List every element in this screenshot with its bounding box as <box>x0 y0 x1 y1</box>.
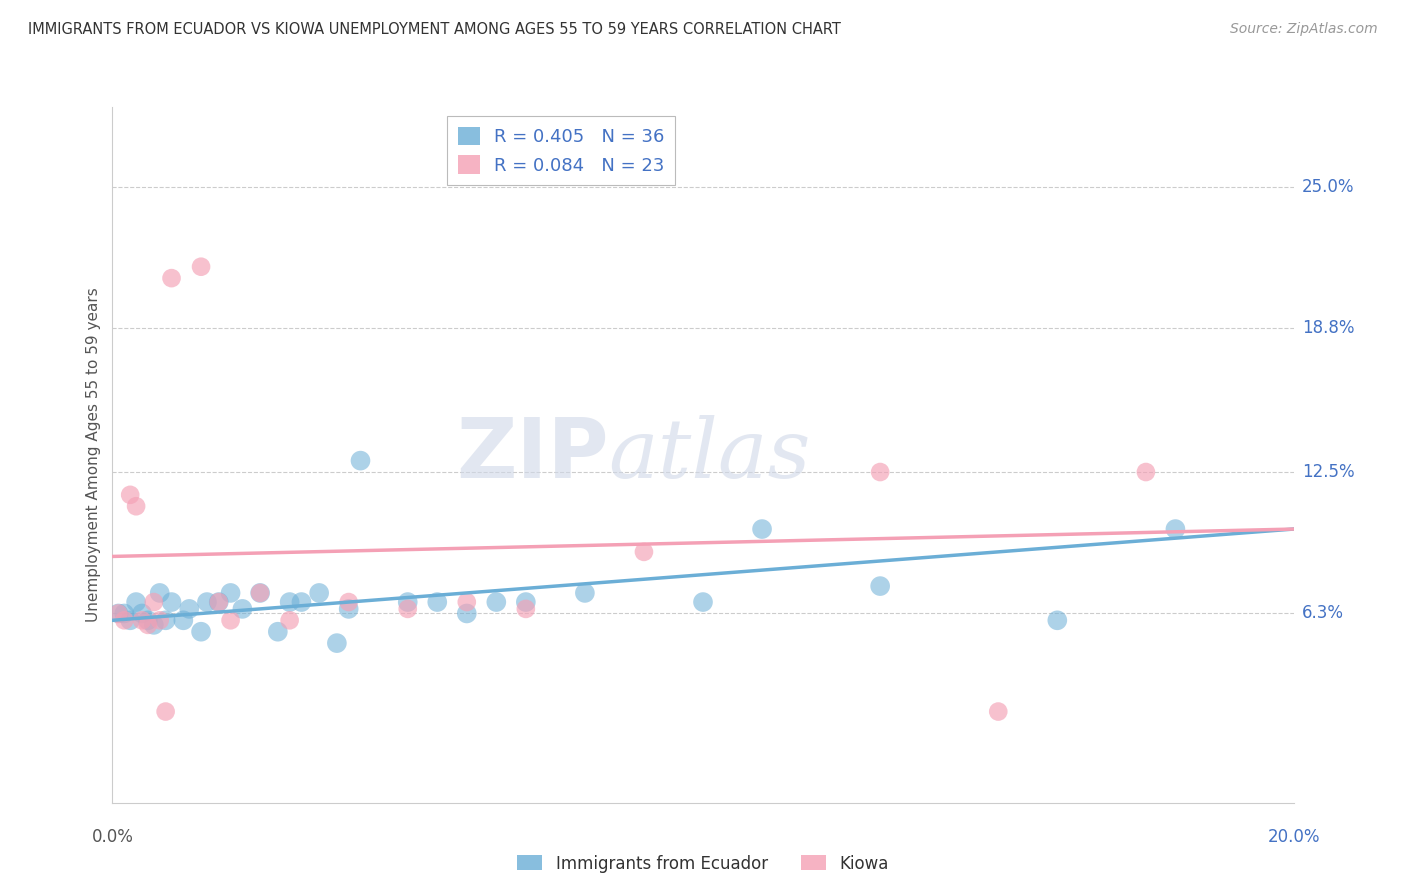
Point <box>190 624 212 639</box>
Point <box>155 705 177 719</box>
Point <box>326 636 349 650</box>
Point <box>456 607 478 621</box>
Point <box>485 595 508 609</box>
Point <box>692 595 714 609</box>
Point <box>219 613 242 627</box>
Point <box>120 488 142 502</box>
Point <box>136 618 159 632</box>
Point <box>278 595 301 609</box>
Point <box>231 602 253 616</box>
Point <box>751 522 773 536</box>
Point <box>987 705 1010 719</box>
Point <box>125 595 148 609</box>
Point <box>426 595 449 609</box>
Text: Source: ZipAtlas.com: Source: ZipAtlas.com <box>1230 22 1378 37</box>
Point <box>195 595 218 609</box>
Point <box>149 613 172 627</box>
Point <box>142 595 165 609</box>
Legend: R = 0.405   N = 36, R = 0.084   N = 23: R = 0.405 N = 36, R = 0.084 N = 23 <box>447 116 675 186</box>
Point <box>515 595 537 609</box>
Text: ZIP: ZIP <box>456 415 609 495</box>
Text: 12.5%: 12.5% <box>1302 463 1354 481</box>
Point <box>308 586 330 600</box>
Point <box>179 602 201 616</box>
Point <box>869 465 891 479</box>
Point <box>208 595 231 609</box>
Text: atlas: atlas <box>609 415 811 495</box>
Point <box>149 586 172 600</box>
Point <box>160 271 183 285</box>
Point <box>208 595 231 609</box>
Text: 18.8%: 18.8% <box>1302 319 1354 337</box>
Point <box>396 595 419 609</box>
Point <box>155 613 177 627</box>
Point <box>112 607 135 621</box>
Point <box>136 613 159 627</box>
Point <box>515 602 537 616</box>
Text: IMMIGRANTS FROM ECUADOR VS KIOWA UNEMPLOYMENT AMONG AGES 55 TO 59 YEARS CORRELAT: IMMIGRANTS FROM ECUADOR VS KIOWA UNEMPLO… <box>28 22 841 37</box>
Point <box>190 260 212 274</box>
Point <box>337 595 360 609</box>
Text: 20.0%: 20.0% <box>1267 828 1320 846</box>
Point <box>633 545 655 559</box>
Point <box>131 607 153 621</box>
Point <box>120 613 142 627</box>
Text: 6.3%: 6.3% <box>1302 605 1344 623</box>
Y-axis label: Unemployment Among Ages 55 to 59 years: Unemployment Among Ages 55 to 59 years <box>86 287 101 623</box>
Legend: Immigrants from Ecuador, Kiowa: Immigrants from Ecuador, Kiowa <box>510 848 896 880</box>
Point <box>219 586 242 600</box>
Point <box>290 595 312 609</box>
Point <box>396 602 419 616</box>
Point <box>172 613 194 627</box>
Point <box>160 595 183 609</box>
Point <box>278 613 301 627</box>
Point <box>249 586 271 600</box>
Text: 25.0%: 25.0% <box>1302 178 1354 196</box>
Point <box>107 607 129 621</box>
Point <box>1046 613 1069 627</box>
Point <box>131 613 153 627</box>
Point <box>142 618 165 632</box>
Point <box>869 579 891 593</box>
Point <box>574 586 596 600</box>
Point <box>337 602 360 616</box>
Point <box>349 453 371 467</box>
Point <box>112 613 135 627</box>
Point <box>107 607 129 621</box>
Point <box>267 624 290 639</box>
Point <box>1164 522 1187 536</box>
Point <box>456 595 478 609</box>
Text: 0.0%: 0.0% <box>91 828 134 846</box>
Point <box>249 586 271 600</box>
Point <box>125 500 148 514</box>
Point <box>1135 465 1157 479</box>
